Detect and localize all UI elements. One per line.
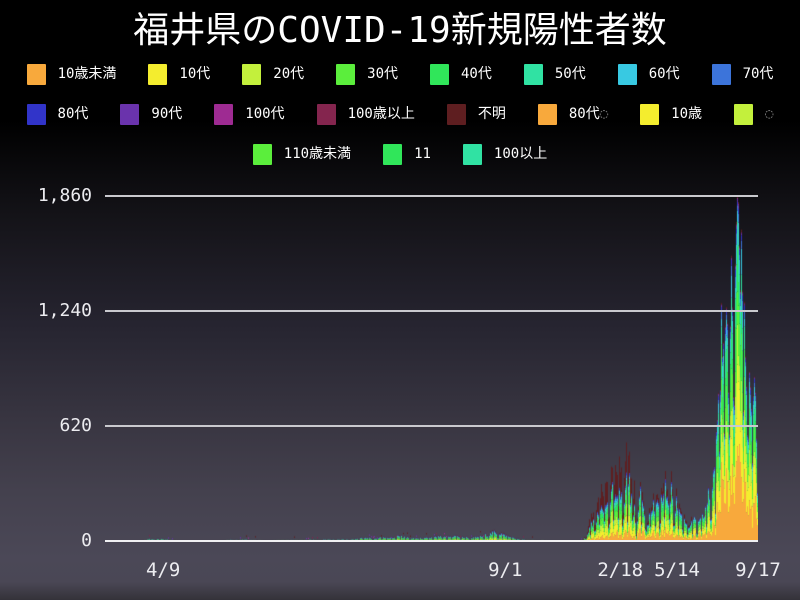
legend-color-swatch [617, 64, 637, 85]
stacked-area-canvas [105, 196, 758, 541]
legend-item: 10代 [148, 64, 210, 85]
legend-color-swatch [214, 104, 234, 125]
legend-color-swatch [383, 144, 403, 165]
legend-label-suffix: ◌ [599, 106, 609, 122]
legend-color-swatch [640, 104, 660, 125]
gridline [105, 310, 758, 312]
legend-row: 10歳未満 10代 20代 30代 40代 50代 60代 70代 [0, 64, 800, 85]
legend-item: ◌ [734, 104, 773, 125]
legend-color-swatch [462, 144, 482, 165]
legend-label: 100代 [245, 106, 285, 122]
legend-item: 30代 [336, 64, 398, 85]
legend-label: 10代 [179, 66, 211, 82]
legend-label: 60代 [648, 66, 680, 82]
legend-label: 20代 [273, 66, 305, 82]
legend-row: 110歳未満 11 100以上 [0, 144, 800, 165]
legend-item: 90代 [120, 104, 182, 125]
legend-label: 50代 [554, 66, 586, 82]
x-tick-label: 2/18 [597, 559, 644, 581]
legend-item: 100以上 [462, 144, 548, 165]
legend-label: 110歳未満 [283, 146, 352, 162]
legend-label: 不明 [477, 106, 506, 122]
gridline [105, 195, 758, 197]
legend-item: 20代 [242, 64, 304, 85]
legend-item: 40代 [430, 64, 492, 85]
legend-item: 70代 [711, 64, 774, 85]
legend-label: 30代 [367, 66, 398, 82]
legend-item: 不明 [446, 104, 506, 125]
legend-label: 80代◌ [568, 106, 609, 122]
legend-item: 11 [383, 144, 431, 165]
legend-item: 10歳未満 [26, 64, 117, 85]
legend-color-swatch [252, 144, 272, 165]
legend-label: 80代 [57, 106, 89, 122]
legend-color-swatch [537, 104, 557, 125]
legend-color-swatch [446, 104, 466, 125]
y-tick-label: 1,860 [37, 185, 92, 206]
legend-color-swatch [336, 64, 356, 85]
legend-color-swatch [734, 104, 754, 125]
legend-label: 11 [414, 146, 431, 162]
legend-label-suffix: ◌ [765, 106, 774, 122]
legend-label: 90代 [151, 106, 183, 122]
legend: 10歳未満 10代 20代 30代 40代 50代 60代 70代 80代 90代 100代 100歳… [0, 64, 800, 184]
x-tick-label: 9/17 [735, 559, 781, 581]
legend-label: 100歳以上 [347, 106, 415, 122]
gridline [105, 425, 758, 427]
legend-row: 80代 90代 100代 100歳以上 不明 80代◌ 10歳 ◌ [0, 104, 800, 125]
legend-color-swatch [523, 64, 543, 85]
legend-label: 40代 [461, 66, 492, 82]
y-tick-label: 1,240 [37, 300, 92, 321]
legend-label: 10歳 [671, 106, 703, 122]
x-tick-label: 5/14 [654, 559, 700, 581]
legend-color-swatch [26, 64, 46, 85]
legend-item: 110歳未満 [252, 144, 352, 165]
x-tick-label: 4/9 [145, 559, 181, 581]
y-tick-label: 620 [59, 415, 92, 436]
legend-color-swatch [26, 104, 46, 125]
legend-label: 10歳未満 [57, 66, 117, 82]
legend-item: 10歳 [640, 104, 702, 125]
legend-color-swatch [242, 64, 262, 85]
legend-label: 100以上 [493, 146, 548, 162]
x-axis-line [105, 540, 758, 542]
legend-item: 50代 [523, 64, 586, 85]
legend-item: 100代 [214, 104, 285, 125]
y-tick-label: 0 [81, 530, 92, 551]
legend-item: 60代 [617, 64, 680, 85]
legend-color-swatch [316, 104, 336, 125]
legend-color-swatch [148, 64, 168, 85]
x-tick-label: 9/1 [488, 559, 523, 581]
legend-color-swatch [711, 64, 731, 85]
legend-item: 80代◌ [537, 104, 609, 125]
legend-color-swatch [120, 104, 140, 125]
legend-item: 100歳以上 [316, 104, 415, 125]
legend-color-swatch [430, 64, 449, 85]
legend-label: ◌ [765, 104, 773, 125]
legend-label: 70代 [742, 66, 774, 82]
legend-item: 80代 [26, 104, 89, 125]
chart-title: 福井県のCOVID-19新規陽性者数 [133, 10, 667, 51]
